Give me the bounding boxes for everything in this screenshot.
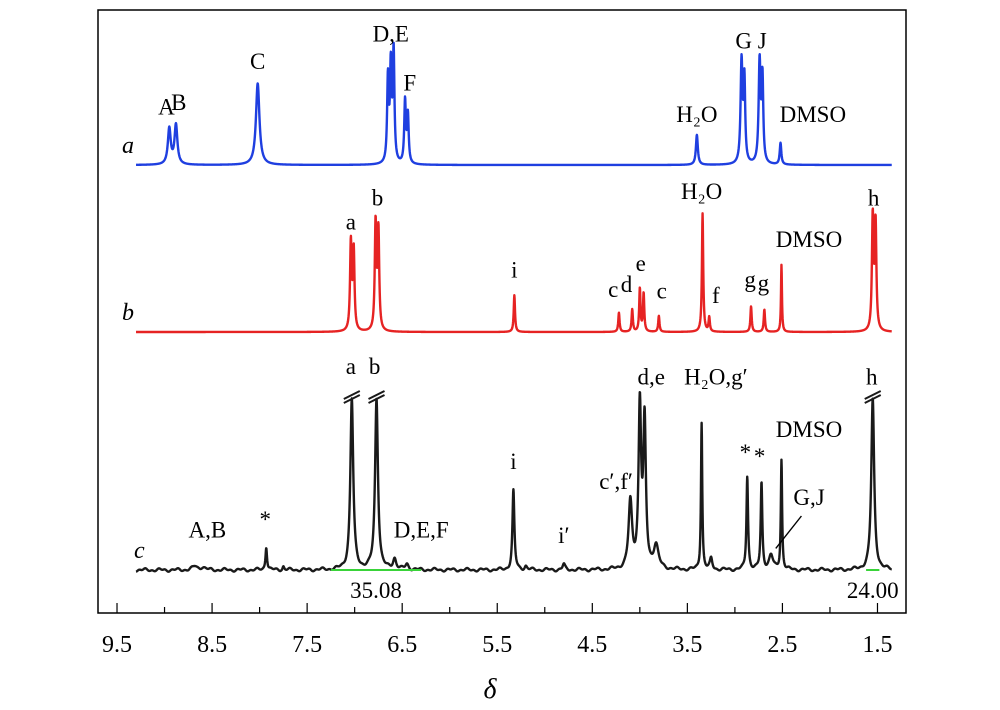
- peak-label: i: [510, 449, 516, 474]
- x-tick-label: 1.5: [862, 632, 892, 658]
- peak-label: c: [608, 277, 618, 302]
- peak-label: *: [754, 444, 766, 469]
- x-tick-label: 2.5: [767, 632, 797, 658]
- peak-label: h: [868, 186, 880, 211]
- peak-label: h: [866, 365, 878, 390]
- peak-label: H₂O,g′: [684, 365, 748, 390]
- x-axis-ticks: 9.5 8.5 7.5 6.5 5.5 4.5 3.5 2.5 1.5: [102, 603, 892, 658]
- spectrum-a: [135, 41, 893, 167]
- peak-label: f: [712, 283, 720, 308]
- truncation-mark: [368, 394, 385, 404]
- integral-value: 24.00: [847, 578, 899, 603]
- peak-label: g: [758, 270, 770, 295]
- peak-label: A: [158, 95, 175, 120]
- peak-label: a: [346, 354, 356, 379]
- leader-line: [775, 515, 802, 549]
- peak-label: D,E,F: [394, 518, 449, 543]
- peak-label: *: [260, 507, 272, 532]
- peak-label: i′: [558, 523, 569, 548]
- x-tick-label: 6.5: [387, 632, 417, 658]
- spectrum-line-a: [135, 41, 893, 167]
- x-axis-label: δ: [483, 674, 497, 705]
- x-tick-label: 7.5: [292, 632, 322, 658]
- peak-label: b: [369, 354, 381, 379]
- plot-frame: [97, 9, 907, 614]
- x-tick-label: 3.5: [672, 632, 702, 658]
- peak-label: d,e: [638, 365, 665, 390]
- x-tick-label: 5.5: [482, 632, 512, 658]
- peak-label: i: [511, 258, 517, 283]
- peak-label: e: [636, 251, 646, 276]
- spectrum-b: [135, 207, 893, 334]
- truncation-mark: [343, 390, 361, 400]
- series-label-c: c: [134, 538, 145, 564]
- peak-label: DMSO: [776, 227, 842, 252]
- x-tick-label: 8.5: [197, 632, 227, 658]
- series-label-a: a: [122, 133, 134, 159]
- peak-label: DMSO: [776, 417, 842, 442]
- peak-label: *: [740, 440, 752, 465]
- peak-label: H₂O: [681, 179, 722, 204]
- peak-label: C: [250, 49, 265, 74]
- spectrum-c: [135, 390, 893, 573]
- peak-label: D,E: [373, 21, 409, 46]
- integral-value: 35.08: [350, 578, 402, 603]
- series-label-b: b: [122, 300, 134, 326]
- peak-label: H₂O: [676, 102, 717, 127]
- spectra: [135, 41, 893, 573]
- x-tick-label: 4.5: [577, 632, 607, 658]
- peak-label: DMSO: [780, 102, 846, 127]
- peak-label: a: [346, 210, 356, 235]
- peak-label: c′,f′: [599, 469, 633, 494]
- peak-label: G,J: [793, 485, 824, 510]
- truncation-mark: [864, 394, 882, 404]
- peak-label: b: [372, 186, 384, 211]
- peak-label: A,B: [188, 518, 226, 543]
- truncation-mark: [864, 390, 882, 400]
- peak-label: B: [171, 90, 186, 115]
- truncation-mark: [343, 394, 361, 404]
- peak-label: F: [403, 71, 416, 96]
- peak-label: G J: [735, 29, 766, 54]
- peak-label: c: [657, 278, 667, 303]
- spectrum-line-b: [135, 207, 893, 334]
- x-tick-label: 9.5: [102, 632, 132, 658]
- truncation-mark: [368, 390, 385, 400]
- peak-label: g: [744, 267, 756, 292]
- spectrum-line-c: [135, 390, 893, 573]
- peak-label: d: [621, 272, 633, 297]
